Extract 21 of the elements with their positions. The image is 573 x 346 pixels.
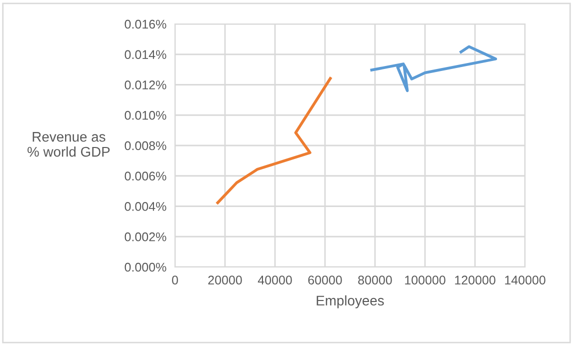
y-tick-label: 0.012% — [124, 80, 166, 90]
y-tick-label: 0.004% — [124, 202, 166, 211]
x-axis-title: Employees — [316, 295, 384, 308]
x-tick-label: 120000 — [455, 276, 496, 285]
y-tick-label: 0.002% — [124, 232, 166, 242]
x-tick-label: 100000 — [405, 276, 446, 285]
x-tick-label: 60000 — [308, 276, 342, 285]
y-tick-label: 0.006% — [124, 172, 166, 181]
y-tick-label: 0.010% — [124, 110, 166, 120]
y-tick-label: 0.014% — [124, 50, 166, 60]
y-tick-label: 0.000% — [124, 262, 166, 272]
y-axis-title: Revenue as % world GDP — [28, 132, 110, 157]
x-tick-label: 80000 — [358, 276, 392, 285]
x-tick-label: 40000 — [258, 276, 292, 285]
line-series — [216, 76, 332, 204]
line-series — [370, 45, 498, 92]
y-tick-label: 0.008% — [124, 141, 166, 150]
x-tick-label: 20000 — [208, 276, 242, 285]
x-tick-label: 0 — [172, 276, 178, 285]
y-tick-label: 0.016% — [124, 20, 166, 29]
x-tick-label: 140000 — [505, 276, 546, 285]
